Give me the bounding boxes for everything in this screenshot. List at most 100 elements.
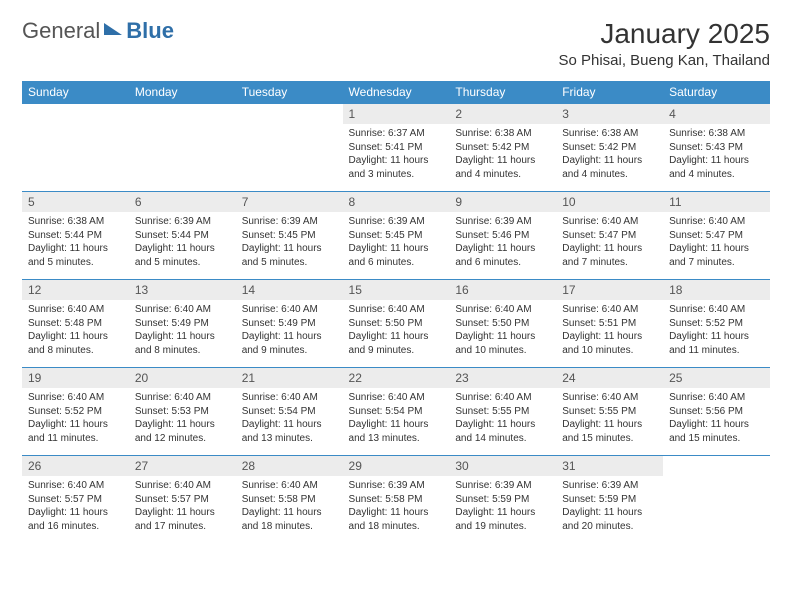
day-number: 28 [236,456,343,476]
day-number: 4 [663,104,770,124]
calendar-cell [236,104,343,192]
day-number: 23 [449,368,556,388]
day-number: 19 [22,368,129,388]
day-details: Sunrise: 6:39 AMSunset: 5:45 PMDaylight:… [236,212,343,279]
day-header: Sunday [22,81,129,104]
logo: General Blue [22,18,174,44]
month-title: January 2025 [558,18,770,50]
day-number: 10 [556,192,663,212]
calendar-cell: 27Sunrise: 6:40 AMSunset: 5:57 PMDayligh… [129,456,236,544]
day-number: 8 [343,192,450,212]
day-header: Saturday [663,81,770,104]
calendar-cell: 21Sunrise: 6:40 AMSunset: 5:54 PMDayligh… [236,368,343,456]
day-number: 18 [663,280,770,300]
calendar-week: 26Sunrise: 6:40 AMSunset: 5:57 PMDayligh… [22,456,770,544]
logo-text-1: General [22,18,100,44]
calendar-cell: 3Sunrise: 6:38 AMSunset: 5:42 PMDaylight… [556,104,663,192]
day-number: 12 [22,280,129,300]
calendar-cell: 10Sunrise: 6:40 AMSunset: 5:47 PMDayligh… [556,192,663,280]
calendar-cell: 28Sunrise: 6:40 AMSunset: 5:58 PMDayligh… [236,456,343,544]
day-details: Sunrise: 6:40 AMSunset: 5:58 PMDaylight:… [236,476,343,543]
calendar-cell: 14Sunrise: 6:40 AMSunset: 5:49 PMDayligh… [236,280,343,368]
calendar-cell: 23Sunrise: 6:40 AMSunset: 5:55 PMDayligh… [449,368,556,456]
calendar-cell: 11Sunrise: 6:40 AMSunset: 5:47 PMDayligh… [663,192,770,280]
calendar-cell: 2Sunrise: 6:38 AMSunset: 5:42 PMDaylight… [449,104,556,192]
day-number: 5 [22,192,129,212]
day-details: Sunrise: 6:40 AMSunset: 5:53 PMDaylight:… [129,388,236,455]
calendar-cell: 31Sunrise: 6:39 AMSunset: 5:59 PMDayligh… [556,456,663,544]
calendar-cell: 15Sunrise: 6:40 AMSunset: 5:50 PMDayligh… [343,280,450,368]
day-number: 15 [343,280,450,300]
calendar-table: SundayMondayTuesdayWednesdayThursdayFrid… [22,81,770,543]
day-details: Sunrise: 6:39 AMSunset: 5:44 PMDaylight:… [129,212,236,279]
day-number: 7 [236,192,343,212]
calendar-week: 5Sunrise: 6:38 AMSunset: 5:44 PMDaylight… [22,192,770,280]
day-details: Sunrise: 6:40 AMSunset: 5:57 PMDaylight:… [22,476,129,543]
calendar-cell: 30Sunrise: 6:39 AMSunset: 5:59 PMDayligh… [449,456,556,544]
calendar-cell: 13Sunrise: 6:40 AMSunset: 5:49 PMDayligh… [129,280,236,368]
day-header: Monday [129,81,236,104]
logo-text-2: Blue [126,18,174,44]
day-number: 27 [129,456,236,476]
day-details: Sunrise: 6:37 AMSunset: 5:41 PMDaylight:… [343,124,450,191]
day-number: 16 [449,280,556,300]
day-details: Sunrise: 6:40 AMSunset: 5:50 PMDaylight:… [343,300,450,367]
calendar-cell: 9Sunrise: 6:39 AMSunset: 5:46 PMDaylight… [449,192,556,280]
calendar-body: 1Sunrise: 6:37 AMSunset: 5:41 PMDaylight… [22,104,770,544]
calendar-week: 1Sunrise: 6:37 AMSunset: 5:41 PMDaylight… [22,104,770,192]
calendar-cell: 25Sunrise: 6:40 AMSunset: 5:56 PMDayligh… [663,368,770,456]
calendar-cell: 1Sunrise: 6:37 AMSunset: 5:41 PMDaylight… [343,104,450,192]
calendar-cell: 6Sunrise: 6:39 AMSunset: 5:44 PMDaylight… [129,192,236,280]
day-number: 9 [449,192,556,212]
day-details: Sunrise: 6:39 AMSunset: 5:59 PMDaylight:… [556,476,663,543]
day-details: Sunrise: 6:40 AMSunset: 5:54 PMDaylight:… [343,388,450,455]
day-details: Sunrise: 6:40 AMSunset: 5:50 PMDaylight:… [449,300,556,367]
day-details: Sunrise: 6:40 AMSunset: 5:47 PMDaylight:… [663,212,770,279]
day-number: 6 [129,192,236,212]
day-details: Sunrise: 6:40 AMSunset: 5:48 PMDaylight:… [22,300,129,367]
calendar-cell: 18Sunrise: 6:40 AMSunset: 5:52 PMDayligh… [663,280,770,368]
day-number: 20 [129,368,236,388]
day-details: Sunrise: 6:39 AMSunset: 5:45 PMDaylight:… [343,212,450,279]
day-details: Sunrise: 6:40 AMSunset: 5:47 PMDaylight:… [556,212,663,279]
day-number: 31 [556,456,663,476]
calendar-cell: 4Sunrise: 6:38 AMSunset: 5:43 PMDaylight… [663,104,770,192]
calendar-cell: 17Sunrise: 6:40 AMSunset: 5:51 PMDayligh… [556,280,663,368]
day-details: Sunrise: 6:40 AMSunset: 5:52 PMDaylight:… [22,388,129,455]
day-details: Sunrise: 6:40 AMSunset: 5:52 PMDaylight:… [663,300,770,367]
day-number: 26 [22,456,129,476]
calendar-week: 19Sunrise: 6:40 AMSunset: 5:52 PMDayligh… [22,368,770,456]
calendar-head: SundayMondayTuesdayWednesdayThursdayFrid… [22,81,770,104]
day-details: Sunrise: 6:40 AMSunset: 5:56 PMDaylight:… [663,388,770,455]
calendar-cell: 16Sunrise: 6:40 AMSunset: 5:50 PMDayligh… [449,280,556,368]
day-details: Sunrise: 6:40 AMSunset: 5:57 PMDaylight:… [129,476,236,543]
day-number: 21 [236,368,343,388]
day-number: 17 [556,280,663,300]
location: So Phisai, Bueng Kan, Thailand [558,52,770,69]
logo-triangle-icon [104,23,122,35]
day-details: Sunrise: 6:39 AMSunset: 5:59 PMDaylight:… [449,476,556,543]
day-header: Wednesday [343,81,450,104]
calendar-cell: 19Sunrise: 6:40 AMSunset: 5:52 PMDayligh… [22,368,129,456]
day-number: 1 [343,104,450,124]
day-number: 3 [556,104,663,124]
calendar-cell: 12Sunrise: 6:40 AMSunset: 5:48 PMDayligh… [22,280,129,368]
day-details: Sunrise: 6:38 AMSunset: 5:42 PMDaylight:… [556,124,663,191]
calendar-cell: 8Sunrise: 6:39 AMSunset: 5:45 PMDaylight… [343,192,450,280]
calendar-cell: 29Sunrise: 6:39 AMSunset: 5:58 PMDayligh… [343,456,450,544]
day-header: Tuesday [236,81,343,104]
day-details: Sunrise: 6:38 AMSunset: 5:43 PMDaylight:… [663,124,770,191]
calendar-cell: 20Sunrise: 6:40 AMSunset: 5:53 PMDayligh… [129,368,236,456]
day-details: Sunrise: 6:40 AMSunset: 5:54 PMDaylight:… [236,388,343,455]
day-details: Sunrise: 6:38 AMSunset: 5:42 PMDaylight:… [449,124,556,191]
calendar-week: 12Sunrise: 6:40 AMSunset: 5:48 PMDayligh… [22,280,770,368]
day-number: 22 [343,368,450,388]
day-details: Sunrise: 6:39 AMSunset: 5:58 PMDaylight:… [343,476,450,543]
day-header: Thursday [449,81,556,104]
day-number: 24 [556,368,663,388]
calendar-cell [663,456,770,544]
day-number: 25 [663,368,770,388]
calendar-cell: 7Sunrise: 6:39 AMSunset: 5:45 PMDaylight… [236,192,343,280]
day-number: 11 [663,192,770,212]
title-block: January 2025 So Phisai, Bueng Kan, Thail… [558,18,770,69]
